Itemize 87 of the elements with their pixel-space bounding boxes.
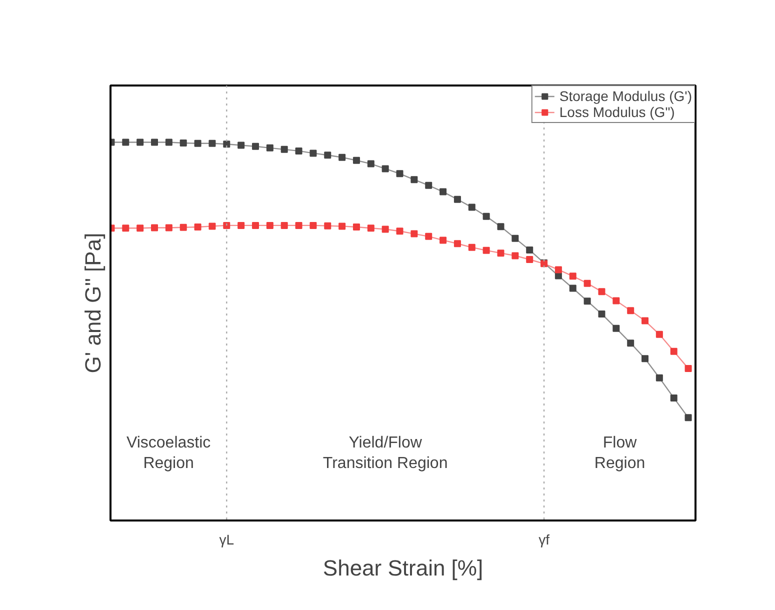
point [310, 222, 317, 229]
point [554, 272, 562, 280]
point [382, 226, 389, 233]
point [598, 288, 606, 296]
point [468, 244, 476, 251]
legend-label: Storage Modulus (G') [559, 88, 692, 104]
point [180, 224, 187, 231]
point [684, 364, 692, 372]
point [584, 280, 591, 287]
point [223, 222, 230, 229]
x-axis-title: Shear Strain [%] [322, 556, 484, 580]
point [338, 222, 346, 230]
point [482, 246, 490, 254]
point [598, 310, 606, 318]
point [208, 140, 216, 147]
point [238, 222, 245, 229]
point [670, 348, 678, 355]
point [497, 250, 504, 257]
point [151, 138, 158, 146]
point [151, 224, 158, 232]
point [454, 240, 461, 248]
point [627, 340, 634, 347]
point [266, 222, 274, 229]
point [497, 223, 504, 230]
annotation: Viscoelastic Region [126, 434, 211, 472]
point [512, 234, 519, 242]
point [584, 298, 591, 305]
x-tick-label: γf [538, 532, 550, 548]
point [396, 170, 404, 178]
point [352, 223, 360, 230]
point [194, 140, 202, 147]
point [252, 142, 259, 150]
point [627, 307, 634, 314]
point [512, 252, 519, 260]
point [482, 212, 490, 220]
point [122, 224, 130, 232]
point [454, 196, 461, 203]
point [180, 139, 187, 146]
point [468, 204, 476, 211]
annotation: Flow Region [594, 434, 646, 472]
point [526, 256, 534, 263]
point [324, 222, 332, 230]
legend-label: Loss Modulus (G") [559, 104, 675, 120]
point [656, 330, 663, 338]
point [440, 236, 447, 244]
point [425, 182, 432, 189]
x-tick-label: γL [219, 532, 234, 548]
point [338, 154, 346, 161]
point [280, 222, 288, 229]
point [526, 246, 534, 254]
point [396, 228, 404, 235]
point [295, 147, 302, 154]
point [656, 374, 663, 382]
point [612, 297, 620, 304]
point [425, 232, 432, 240]
y-axis-title: G' and G" [Pa] [80, 232, 106, 374]
point [165, 138, 172, 146]
point [295, 222, 302, 229]
point [612, 324, 620, 332]
point [642, 355, 649, 362]
point [670, 394, 678, 402]
point [136, 138, 144, 146]
point [238, 142, 245, 149]
point [367, 160, 374, 168]
point [266, 144, 274, 152]
point [136, 224, 144, 232]
point [194, 223, 202, 230]
point [280, 146, 288, 153]
point [324, 152, 332, 159]
point [252, 222, 259, 229]
point [569, 284, 576, 292]
point [367, 224, 374, 232]
point [410, 176, 418, 184]
point [554, 266, 562, 274]
point [684, 414, 692, 422]
point [310, 150, 317, 157]
point [352, 156, 360, 164]
point [165, 224, 172, 232]
point [569, 272, 576, 280]
point [208, 222, 216, 230]
point [410, 230, 418, 238]
point [122, 138, 130, 146]
point [440, 188, 447, 196]
point [382, 165, 389, 172]
point [223, 140, 230, 148]
annotation: Yield/Flow Transition Region [322, 434, 448, 472]
point [642, 317, 649, 324]
